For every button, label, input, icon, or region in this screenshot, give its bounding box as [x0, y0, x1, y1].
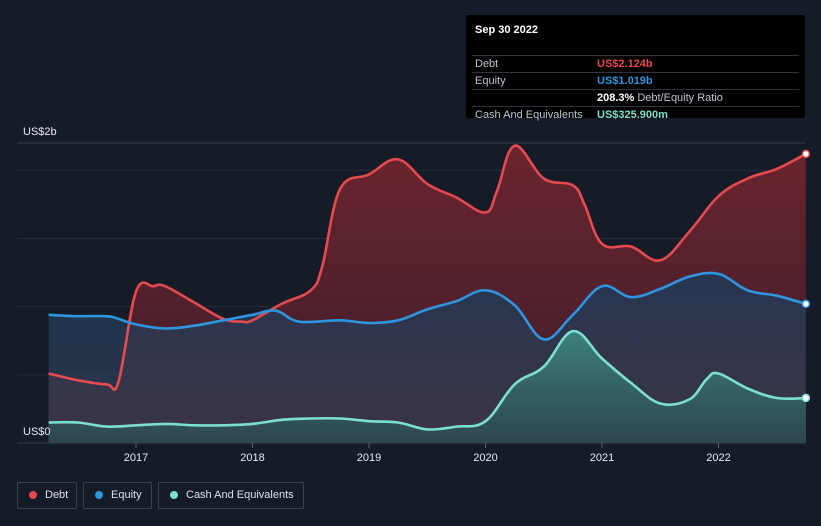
tooltip-ratio-value: 208.3% Debt/Equity Ratio [597, 92, 723, 104]
legend-item-cash[interactable]: Cash And Equivalents [158, 482, 304, 509]
tooltip-cash-label: Cash And Equivalents [475, 109, 583, 121]
legend-item-debt[interactable]: Debt [17, 482, 77, 509]
tooltip-debt-label: Debt [475, 58, 499, 70]
ratio-number: 208.3% [597, 92, 635, 104]
x-tick-label: 2022 [706, 452, 730, 464]
tooltip-equity-value: US$1.019b [597, 75, 653, 87]
tooltip-row-ratio: 208.3% Debt/Equity Ratio [472, 89, 799, 107]
debt-line [48, 144, 807, 392]
tooltip-row-cash: Cash And Equivalents US$325.900m [472, 106, 799, 121]
equity-legend-dot-icon [95, 491, 103, 499]
x-tick-label: 2020 [473, 452, 497, 464]
tooltip-row-equity: Equity US$1.019b [472, 72, 799, 90]
legend-equity-label: Equity [111, 489, 142, 501]
tooltip-equity-label: Equity [475, 75, 506, 87]
debt-legend-dot-icon [29, 491, 37, 499]
data-tooltip: Sep 30 2022 Debt US$2.124b Equity US$1.0… [466, 15, 805, 121]
y-axis-bottom-label: US$0 [23, 426, 51, 438]
tooltip-cash-value: US$325.900m [597, 109, 668, 121]
x-tick-label: 2021 [590, 452, 614, 464]
cash-endpoint [801, 393, 811, 403]
x-tick-label: 2017 [124, 452, 148, 464]
series-lines [48, 144, 807, 431]
series-endpoints [801, 149, 811, 403]
legend-item-equity[interactable]: Equity [83, 482, 152, 509]
legend-cash-label: Cash And Equivalents [186, 489, 294, 501]
y-axis-top-label: US$2b [23, 126, 57, 138]
series-areas [48, 145, 806, 443]
tooltip-row-debt: Debt US$2.124b [472, 55, 799, 73]
x-tick-label: 2019 [357, 452, 381, 464]
x-axis: 2017 2018 2019 2020 2021 2022 [124, 443, 731, 464]
debt-endpoint [801, 149, 811, 159]
equity-line [48, 271, 807, 341]
legend-debt-label: Debt [45, 489, 69, 501]
tooltip-debt-value: US$2.124b [597, 58, 653, 70]
cash-legend-dot-icon [170, 491, 178, 499]
cash-area [48, 331, 806, 443]
tooltip-date: Sep 30 2022 [475, 24, 538, 36]
ratio-suffix: Debt/Equity Ratio [637, 92, 723, 104]
x-tick-label: 2018 [240, 452, 264, 464]
cash-line [48, 329, 806, 431]
equity-endpoint [801, 299, 811, 309]
